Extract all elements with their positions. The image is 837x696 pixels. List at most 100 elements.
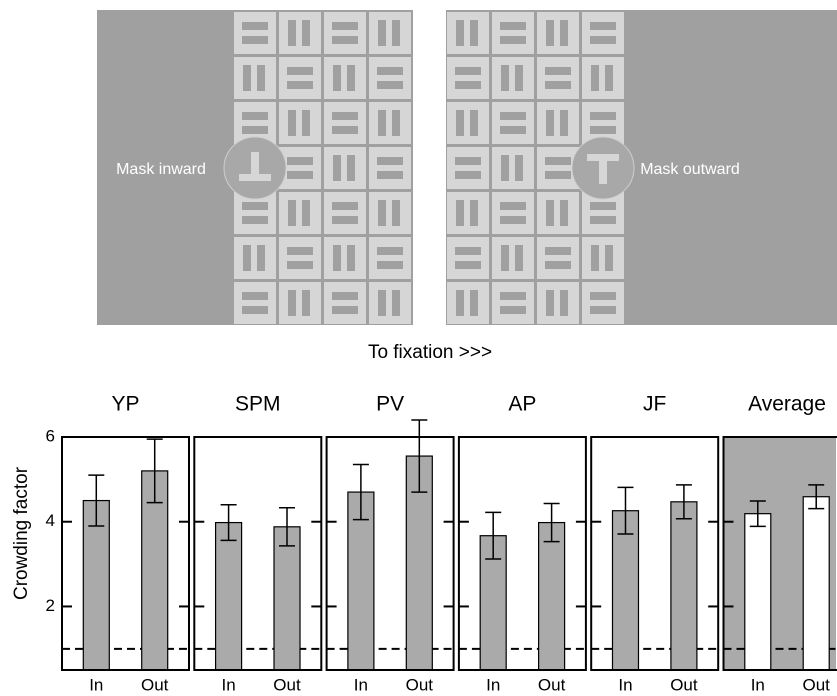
panel-title: AP <box>508 393 536 416</box>
tile-stroke <box>287 67 313 75</box>
tile-stroke <box>500 126 526 134</box>
panel-background <box>459 437 586 670</box>
tile-stroke <box>470 290 478 316</box>
tile-stroke <box>392 20 400 46</box>
tile <box>369 12 411 54</box>
tile-stroke <box>500 216 526 224</box>
tile-stroke <box>590 126 616 134</box>
tile-stroke <box>243 65 251 91</box>
tile-stroke <box>456 290 464 316</box>
tile <box>279 102 321 144</box>
tile-stroke <box>545 81 571 89</box>
caption: To fixation >>> <box>368 342 492 363</box>
tile-stroke <box>545 67 571 75</box>
tile-stroke <box>378 110 386 136</box>
target <box>599 158 607 184</box>
x-tick-label: In <box>221 675 235 694</box>
bar <box>671 502 697 670</box>
mask-inward-label: Mask inward <box>116 161 206 178</box>
tile <box>324 237 366 279</box>
tile-stroke <box>377 81 403 89</box>
tile-stroke <box>377 157 403 165</box>
tile-stroke <box>332 202 358 210</box>
tile-stroke <box>455 261 481 269</box>
tile <box>537 192 579 234</box>
tile-stroke <box>590 202 616 210</box>
tile <box>492 12 534 54</box>
tile-stroke <box>605 65 613 91</box>
tile-stroke <box>392 200 400 226</box>
tile-stroke <box>332 126 358 134</box>
tile-stroke <box>545 157 571 165</box>
tile-stroke <box>332 306 358 314</box>
bar <box>803 497 829 670</box>
y-tick-label: 6 <box>46 426 55 445</box>
tile-stroke <box>456 110 464 136</box>
tile-stroke <box>378 290 386 316</box>
tile-stroke <box>288 290 296 316</box>
tile-stroke <box>500 112 526 120</box>
tile-stroke <box>545 261 571 269</box>
x-tick-label: Out <box>406 675 434 694</box>
tile <box>492 57 534 99</box>
tile <box>582 12 624 54</box>
target <box>251 152 259 176</box>
y-axis-label: Crowding factor <box>11 466 32 600</box>
y-tick-label: 2 <box>46 596 55 615</box>
bar <box>216 523 242 670</box>
tile-stroke <box>501 245 509 271</box>
tile-stroke <box>590 112 616 120</box>
tile <box>447 192 489 234</box>
panel-background <box>591 437 718 670</box>
tile <box>324 282 366 324</box>
panel-title: SPM <box>235 393 281 416</box>
tile <box>492 237 534 279</box>
tile <box>447 147 489 189</box>
tile-stroke <box>560 200 568 226</box>
tile <box>369 102 411 144</box>
tile-stroke <box>243 245 251 271</box>
x-tick-label: Out <box>141 675 169 694</box>
tile-stroke <box>546 20 554 46</box>
tile-stroke <box>515 65 523 91</box>
tile-stroke <box>242 306 268 314</box>
tile-stroke <box>470 20 478 46</box>
tile-stroke <box>288 20 296 46</box>
tile <box>279 12 321 54</box>
tile-stroke <box>590 36 616 44</box>
tile <box>537 102 579 144</box>
tile <box>447 57 489 99</box>
tile-stroke <box>288 110 296 136</box>
tile-stroke <box>332 36 358 44</box>
tile-stroke <box>347 155 355 181</box>
x-tick-label: Out <box>538 675 566 694</box>
bar <box>745 514 771 670</box>
tile-stroke <box>500 202 526 210</box>
tile-stroke <box>377 171 403 179</box>
figure: Mask inward Mask outward To fixation >>>… <box>0 0 837 696</box>
panel-title: YP <box>111 393 139 416</box>
x-tick-label: In <box>618 675 632 694</box>
tile <box>582 237 624 279</box>
tile-stroke <box>302 110 310 136</box>
tile-stroke <box>591 245 599 271</box>
x-tick-label: Out <box>803 675 831 694</box>
tile-stroke <box>302 20 310 46</box>
tile <box>447 102 489 144</box>
tile <box>369 237 411 279</box>
tile-stroke <box>590 216 616 224</box>
tile-stroke <box>347 65 355 91</box>
tile-stroke <box>347 245 355 271</box>
tile-stroke <box>287 171 313 179</box>
tile <box>234 282 276 324</box>
panel-title: PV <box>376 393 404 416</box>
tile <box>369 147 411 189</box>
tile <box>324 192 366 234</box>
x-tick-label: Out <box>273 675 301 694</box>
tile <box>492 282 534 324</box>
tile-stroke <box>333 155 341 181</box>
tile-stroke <box>302 290 310 316</box>
tile-stroke <box>242 292 268 300</box>
tile <box>582 57 624 99</box>
tile <box>324 102 366 144</box>
